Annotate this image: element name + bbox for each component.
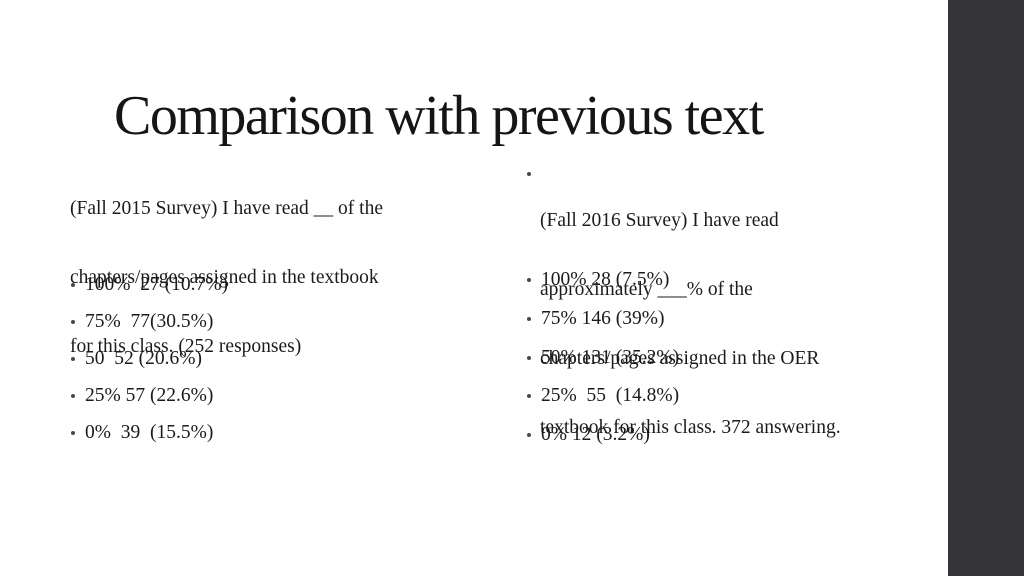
bullet-icon — [71, 430, 75, 435]
list-item-text: 75% 77(30.5%) — [85, 310, 214, 332]
question-line: (Fall 2016 Survey) I have read — [540, 210, 779, 231]
bullet-icon — [71, 282, 75, 287]
list-item: 0% 12 (3.2%) — [527, 416, 679, 455]
list-item-text: 0% 39 (15.5%) — [85, 421, 214, 443]
question-line: textbook for this class. 372 answering. — [540, 417, 841, 438]
list-item: 50% 131 (35.2%) — [527, 338, 679, 377]
question-line: approximately ___% of the — [540, 279, 753, 300]
fall-2015-survey-question: (Fall 2015 Survey) I have read __ of the… — [70, 151, 450, 404]
question-line: (Fall 2015 Survey) I have read __ of the — [70, 198, 383, 219]
list-item-text: 100% 27 (10.7%) — [85, 273, 228, 295]
slide-right-edge-bar — [948, 0, 1024, 576]
bullet-icon — [527, 433, 531, 438]
bullet-icon — [527, 355, 531, 360]
bullet-icon — [71, 356, 75, 361]
bullet-icon — [71, 319, 75, 324]
list-item: 0% 39 (15.5%) — [71, 414, 228, 451]
list-item-text: 75% 146 (39%) — [541, 308, 665, 330]
bullet-icon — [527, 394, 531, 399]
slide-title: Comparison with previous text — [114, 85, 764, 147]
list-item-text: 25% 55 (14.8%) — [541, 385, 680, 407]
list-item: 25% 55 (14.8%) — [527, 377, 679, 416]
list-item-text: 100% 28 (7.5%) — [541, 269, 670, 291]
question-line: chapters/pages assigned in the textbook — [70, 267, 379, 288]
bullet-icon — [71, 393, 75, 398]
list-item: 50 52 (20.6%) — [71, 340, 228, 377]
list-item: 100% 28 (7.5%) — [527, 261, 679, 300]
bullet-icon — [527, 317, 531, 322]
list-item: 75% 77(30.5%) — [71, 303, 228, 340]
fall-2016-survey-question: (Fall 2016 Survey) I have read approxima… — [540, 163, 910, 485]
list-item-text: 50 52 (20.6%) — [85, 347, 202, 369]
list-item: 100% 27 (10.7%) — [71, 266, 228, 303]
list-item-text: 50% 131 (35.2%) — [541, 346, 680, 368]
fall-2016-results-list: 100% 28 (7.5%) 75% 146 (39%) 50% 131 (35… — [527, 261, 679, 454]
list-item: 25% 57 (22.6%) — [71, 377, 228, 414]
fall-2015-results-list: 100% 27 (10.7%) 75% 77(30.5%) 50 52 (20.… — [71, 266, 228, 451]
list-item: 75% 146 (39%) — [527, 300, 679, 339]
question-line: chapters/pages assigned in the OER — [540, 348, 820, 369]
question-line: for this class. (252 responses) — [70, 336, 302, 357]
bullet-icon — [527, 172, 531, 176]
list-item-text: 25% 57 (22.6%) — [85, 384, 214, 406]
bullet-icon — [527, 278, 531, 283]
list-item-text: 0% 12 (3.2%) — [541, 424, 650, 446]
